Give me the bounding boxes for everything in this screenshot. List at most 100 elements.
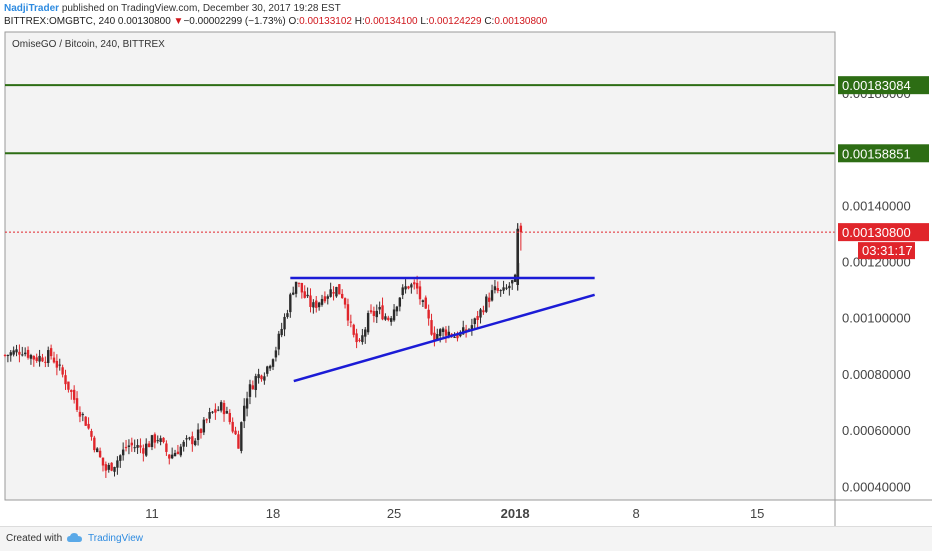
candle-body xyxy=(332,292,335,294)
candle-body xyxy=(101,457,105,466)
y-tick-label: 0.00060000 xyxy=(842,423,911,438)
level-price-label-bg xyxy=(838,76,929,95)
candle-body xyxy=(78,411,82,417)
high-value: 0.00134100 xyxy=(364,16,418,27)
candle-body xyxy=(38,355,41,362)
candle-body xyxy=(404,286,407,290)
candle-body xyxy=(18,351,21,355)
candle-body xyxy=(441,328,445,332)
candle-body xyxy=(456,334,459,339)
published-text: published on TradingView.com, December 3… xyxy=(61,3,341,14)
candle-body xyxy=(340,293,344,298)
candle-body xyxy=(110,462,113,471)
candle-body xyxy=(61,367,64,375)
candle-body xyxy=(52,357,56,363)
candle-body xyxy=(361,335,364,343)
candle-body xyxy=(407,286,410,289)
created-with-text: Created with xyxy=(6,533,63,544)
candle-body xyxy=(116,460,119,468)
candle-body xyxy=(3,354,7,356)
candle-body xyxy=(72,389,76,400)
candle-body xyxy=(430,320,433,335)
candle-body xyxy=(268,365,272,369)
candle-body xyxy=(153,434,157,443)
candle-body xyxy=(427,309,430,319)
candle-body xyxy=(208,412,211,419)
x-tick-label: 8 xyxy=(633,506,640,521)
candle-body xyxy=(248,384,252,397)
overlays-group xyxy=(5,84,835,383)
close-label: C: xyxy=(484,16,495,27)
close-value: 0.00130800 xyxy=(494,16,548,27)
candle-body xyxy=(127,445,131,447)
tradingview-brand[interactable]: TradingView xyxy=(88,533,144,544)
candle-body xyxy=(191,436,194,445)
candle-body xyxy=(90,430,93,437)
candle-body xyxy=(444,329,448,336)
candle-body xyxy=(274,350,278,358)
candle-body xyxy=(41,357,44,362)
candle-body xyxy=(487,297,491,302)
candle-body xyxy=(87,423,90,429)
x-tick-label: 18 xyxy=(266,506,280,521)
candle-body xyxy=(139,445,142,448)
tradingview-cloud-icon xyxy=(67,533,82,542)
candle-body xyxy=(70,390,73,392)
current-price-label: 0.00130800 xyxy=(842,225,911,240)
candle-body xyxy=(378,306,381,310)
candle-body xyxy=(58,364,61,366)
candle-body xyxy=(81,414,85,416)
support-trendline xyxy=(293,293,595,383)
candle-body xyxy=(508,285,511,289)
candle-body xyxy=(266,366,269,374)
candle-body xyxy=(29,355,33,359)
level-price-label: 0.00183084 xyxy=(842,78,911,93)
candle-body xyxy=(401,287,404,296)
candle-body xyxy=(150,435,154,448)
candle-body xyxy=(277,333,280,350)
candle-body xyxy=(297,282,301,284)
candle-body xyxy=(447,331,451,336)
candle-body xyxy=(199,429,203,434)
x-tick-label: 15 xyxy=(750,506,764,521)
candle-body xyxy=(387,317,390,321)
candle-body xyxy=(291,292,295,295)
price-chart[interactable]: 0.00040000 0.00060000 0.00080000 0.00100000… xyxy=(0,0,932,526)
plot-area[interactable] xyxy=(4,31,836,501)
breakout-candle-body xyxy=(516,228,519,285)
candle-body xyxy=(217,409,220,411)
x-tick-label: 2018 xyxy=(501,506,530,521)
footer-bar: Created with TradingView xyxy=(0,526,932,551)
candle-body xyxy=(251,385,255,390)
candle-body xyxy=(173,452,177,457)
candles-group xyxy=(3,222,523,478)
candle-body xyxy=(505,287,508,289)
price-axis[interactable] xyxy=(835,32,932,500)
candle-body xyxy=(410,284,413,288)
candle-body xyxy=(462,327,465,335)
last-price: 0.00130800 xyxy=(117,16,171,27)
price-change: −0.00002299 (−1.73%) xyxy=(183,16,286,27)
candle-body xyxy=(145,443,148,456)
candle-body xyxy=(294,281,298,294)
candle-body xyxy=(320,298,324,305)
level-price-label-bg xyxy=(838,144,929,163)
candle-body xyxy=(162,437,165,443)
candle-body xyxy=(182,441,185,447)
candle-body xyxy=(44,361,47,363)
candle-body xyxy=(433,332,436,341)
candle-body xyxy=(49,348,53,357)
candle-body xyxy=(176,451,180,455)
time-axis[interactable] xyxy=(5,500,835,526)
candle-body xyxy=(493,286,497,291)
open-value: 0.00133102 xyxy=(299,16,352,27)
candle-body xyxy=(323,296,327,302)
candle-body xyxy=(113,466,116,472)
candle-body xyxy=(168,454,171,459)
candle-body xyxy=(372,311,376,316)
candle-body xyxy=(179,446,182,456)
candle-body xyxy=(384,316,387,320)
candle-body xyxy=(211,411,214,413)
candle-body xyxy=(338,284,341,295)
author-name[interactable]: NadjiTrader xyxy=(4,3,60,14)
